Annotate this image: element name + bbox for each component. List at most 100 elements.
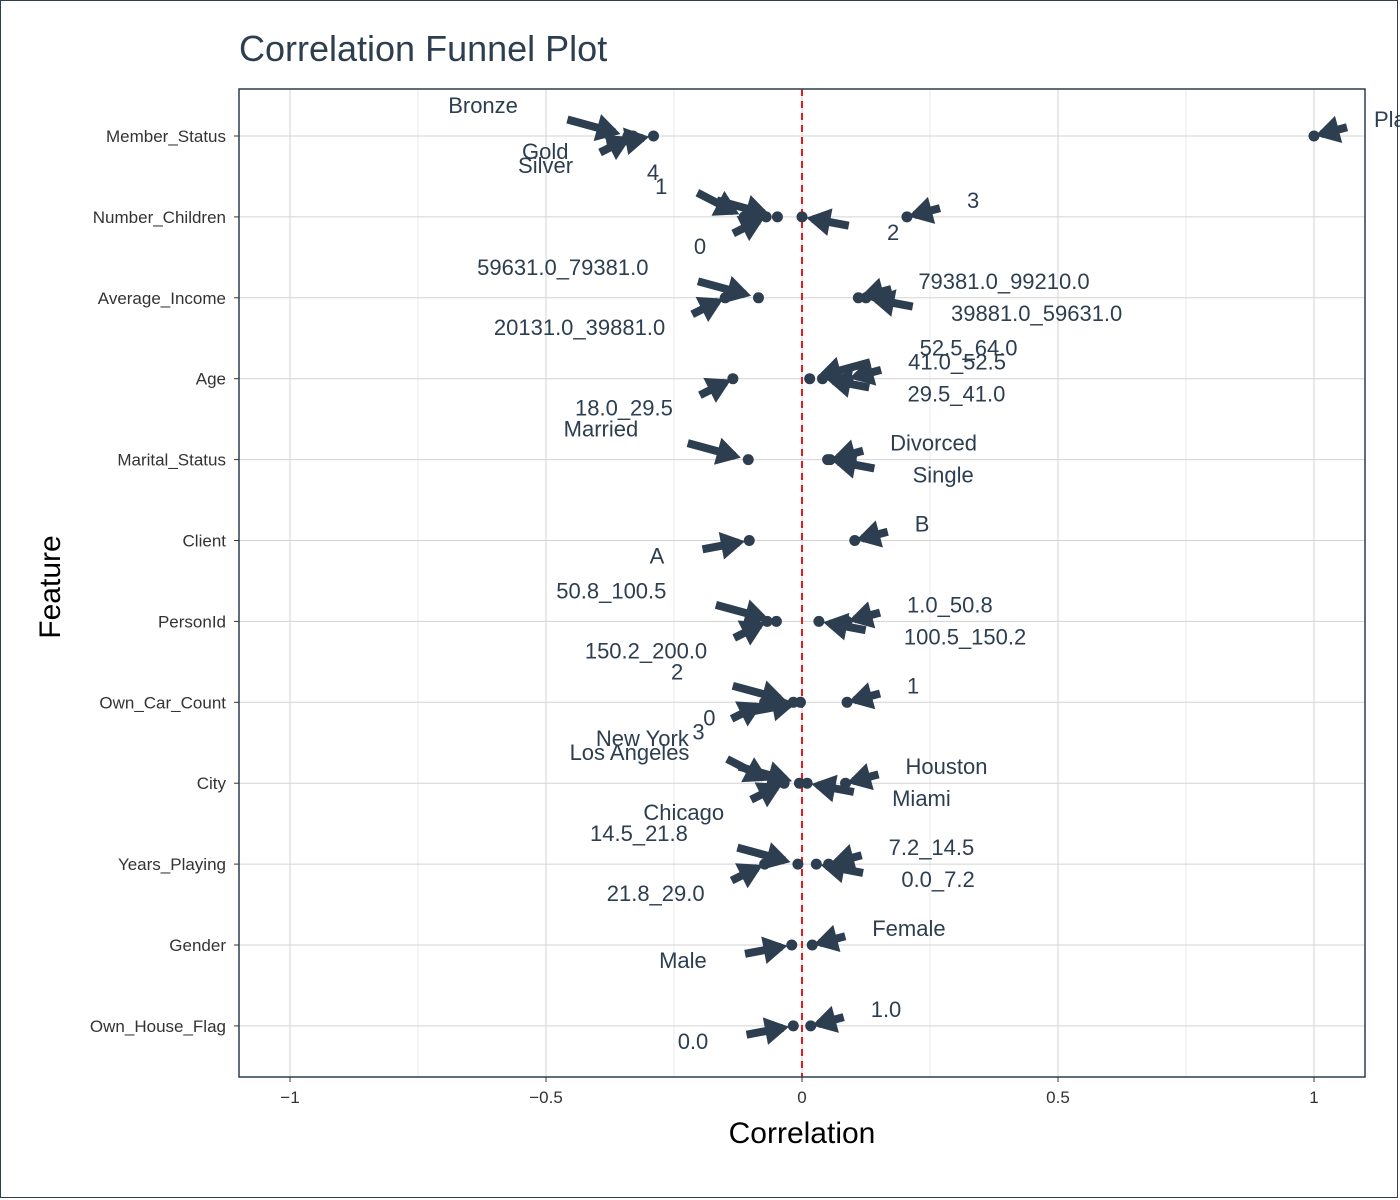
data-point	[852, 292, 864, 304]
point-label: 41.0_52.5	[908, 350, 1006, 375]
data-point	[822, 454, 834, 466]
y-tick-label: Years_Playing	[118, 855, 226, 874]
label-arrow-head	[820, 855, 847, 884]
point-label: 0.0_7.2	[901, 867, 974, 892]
data-point	[810, 858, 822, 870]
data-point	[842, 373, 854, 385]
label-arrow-head	[831, 451, 859, 479]
point-label: 21.8_29.0	[607, 881, 705, 906]
point-label: 3	[967, 188, 979, 213]
y-tick-label: Own_House_Flag	[90, 1017, 226, 1036]
data-point	[823, 858, 835, 870]
y-tick-label: Gender	[169, 936, 226, 955]
data-point	[787, 696, 799, 708]
point-label: 59631.0_79381.0	[477, 255, 648, 280]
point-label: 1.0_50.8	[907, 592, 993, 617]
data-point	[806, 939, 818, 951]
point-label: 100.5_150.2	[904, 624, 1026, 649]
data-point	[627, 130, 639, 142]
x-tick-label: −0.5	[529, 1088, 563, 1107]
label-arrow-head	[735, 701, 763, 727]
point-label: Los Angeles	[570, 740, 690, 765]
data-point	[761, 615, 773, 627]
data-point	[849, 535, 861, 546]
point-label: 3	[692, 719, 704, 744]
y-tick-label: Own_Car_Count	[99, 693, 226, 712]
x-axis-title: Correlation	[729, 1117, 876, 1150]
point-label: 2	[671, 659, 683, 684]
y-tick-label: Member_Status	[106, 127, 226, 146]
label-arrow-head	[811, 774, 838, 803]
data-point	[813, 615, 825, 627]
point-label: 50.8_100.5	[556, 578, 666, 603]
data-point	[738, 211, 750, 223]
label-arrow-head	[741, 757, 769, 783]
data-points	[622, 130, 1320, 1032]
data-point	[860, 292, 872, 304]
data-point	[770, 615, 782, 627]
point-label: 150.2_200.0	[585, 638, 707, 663]
label-arrow-head	[703, 377, 732, 403]
data-point	[841, 615, 853, 627]
point-label: 18.0_29.5	[575, 396, 673, 421]
label-arrow-head	[724, 275, 752, 303]
label-arrow-head	[812, 1005, 839, 1033]
label-arrow-head	[593, 114, 621, 142]
point-label: Miami	[892, 786, 951, 811]
y-axis-title: Feature	[34, 535, 67, 638]
x-tick-label: 0	[797, 1088, 806, 1107]
data-point	[1308, 130, 1320, 142]
point-label: Divorced	[890, 431, 977, 456]
data-point	[742, 454, 754, 466]
y-tick-label: Average_Income	[98, 289, 226, 308]
data-point	[768, 777, 780, 789]
y-tick-label: City	[197, 774, 227, 793]
label-arrow-head	[848, 682, 876, 710]
label-arrow-head	[806, 208, 833, 236]
label-arrow-head	[737, 620, 766, 646]
y-tick-label: Number_Children	[93, 208, 226, 227]
point-label: 29.5_41.0	[907, 382, 1005, 407]
data-point	[805, 1020, 817, 1032]
point-label: Silver	[518, 153, 573, 178]
label-arrow-head	[762, 1017, 789, 1045]
point-label: 79381.0_99210.0	[918, 269, 1089, 294]
label-arrow-head	[763, 842, 791, 870]
data-point	[759, 858, 771, 870]
point-label: 7.2_14.5	[889, 835, 975, 860]
point-label: 14.5_21.8	[590, 821, 688, 846]
data-point	[841, 696, 853, 708]
label-arrow-head	[735, 863, 763, 889]
data-point	[786, 939, 798, 951]
label-arrow-head	[846, 763, 874, 791]
point-label: Female	[872, 916, 945, 941]
point-label: Gold	[522, 139, 568, 164]
data-point	[771, 211, 783, 223]
data-point	[727, 373, 739, 385]
point-label: 4	[647, 160, 659, 185]
point-label: 20131.0_39881.0	[494, 315, 665, 340]
label-arrow-head	[1315, 115, 1343, 143]
label-arrow-head	[848, 601, 876, 629]
data-point	[760, 211, 772, 223]
y-tick-label: Client	[183, 532, 227, 551]
point-label: Married	[564, 417, 639, 442]
point-label: 1	[907, 673, 919, 698]
y-axis-categories: Member_Status Number_Children Average_Inco…	[90, 127, 239, 1036]
label-arrow-head	[713, 437, 741, 465]
x-axis-ticks: −1 −0.5 0 0.5 1	[280, 1077, 1319, 1107]
data-point	[793, 777, 805, 789]
y-tick-label: PersonId	[158, 612, 226, 631]
point-label: 2	[887, 220, 899, 245]
label-arrow-head	[603, 135, 632, 161]
data-point	[840, 777, 852, 789]
point-label: A	[650, 544, 665, 569]
label-arrow-head	[908, 196, 936, 224]
point-label: 52.5_64.0	[920, 336, 1018, 361]
point-label: 1	[655, 174, 667, 199]
point-label: 0	[694, 234, 706, 259]
data-point	[759, 696, 771, 708]
